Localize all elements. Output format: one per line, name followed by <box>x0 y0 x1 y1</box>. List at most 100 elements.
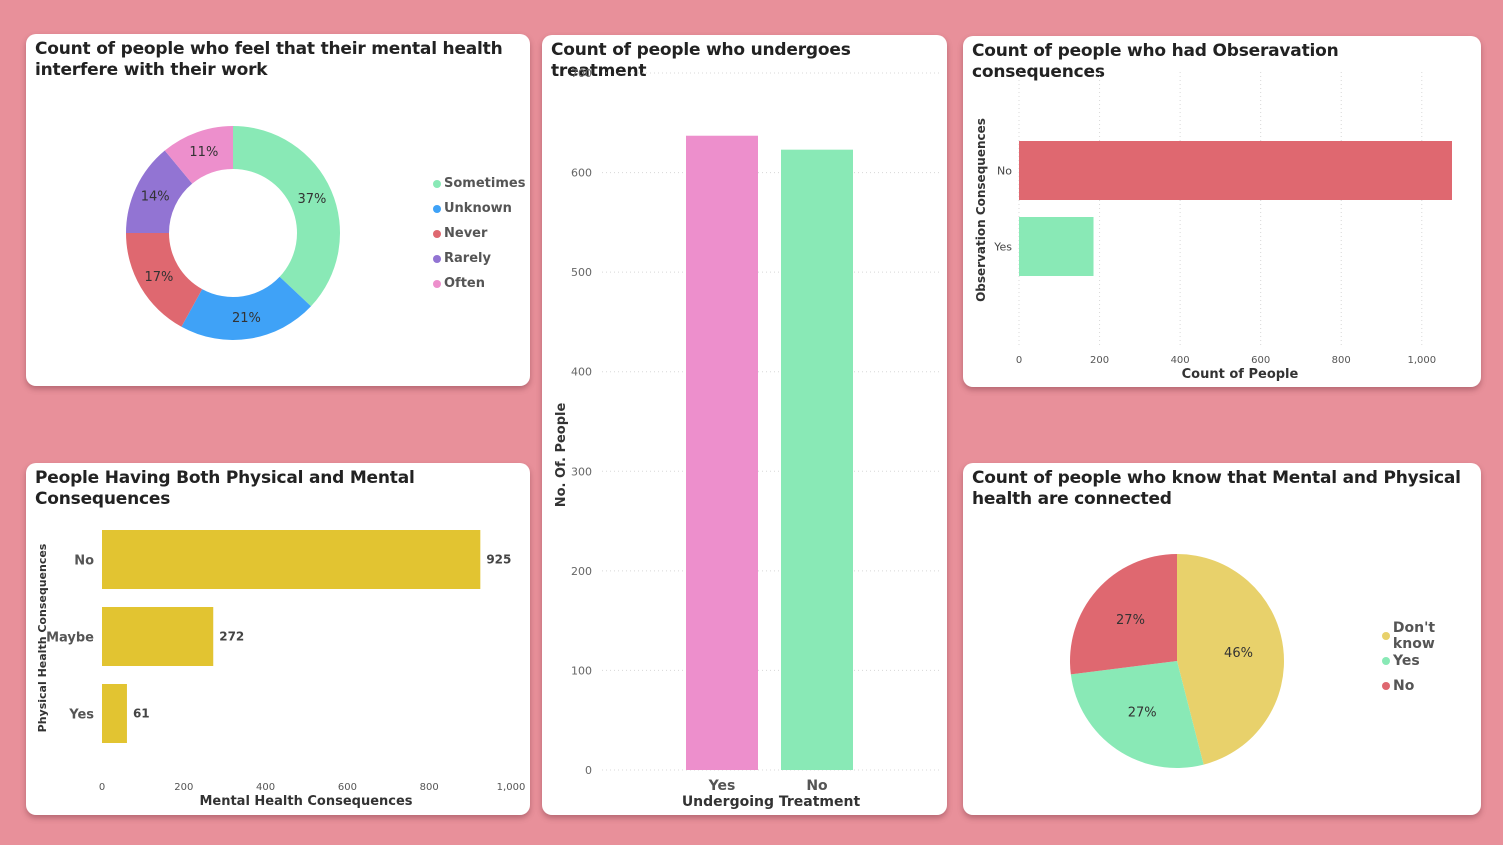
data-label: 925 <box>486 553 511 567</box>
bar <box>781 149 853 771</box>
legend-swatch <box>433 179 441 188</box>
chart-title: Count of people who feel that their ment… <box>35 39 503 80</box>
x-tick-label: No <box>806 778 828 794</box>
slice-label: 17% <box>145 270 174 285</box>
bar <box>686 135 758 771</box>
legend-swatch <box>433 279 441 288</box>
x-tick-label: 200 <box>1090 355 1109 366</box>
chart-title: Count of people who undergoes treatment <box>551 40 851 81</box>
y-tick-label: No <box>74 554 94 569</box>
legend-item: Often <box>433 271 525 296</box>
x-tick-label: 400 <box>1171 355 1190 366</box>
bar <box>102 607 214 666</box>
y-axis-label: No. Of. People <box>554 403 569 508</box>
y-tick-label: 600 <box>571 167 592 180</box>
legend-item: Sometimes <box>433 171 525 196</box>
slice-label: 27% <box>1128 705 1157 720</box>
y-tick-label: 200 <box>571 565 592 578</box>
x-axis-label: Undergoing Treatment <box>682 794 861 810</box>
observation-bar-chart: 0 200 400 600 800 1,000 No Yes Count of People Ob… <box>974 72 1452 382</box>
data-label: 61 <box>133 707 150 721</box>
chart-title: People Having Both Physical and Mental C… <box>35 468 415 509</box>
donut-legend: Sometimes Unknown Never Rarely Often <box>433 171 525 296</box>
slice-label: 14% <box>141 189 170 204</box>
y-tick-label: 0 <box>585 764 592 777</box>
slice-label: 37% <box>297 192 326 207</box>
x-tick-label: 0 <box>1016 355 1022 366</box>
y-tick-label: No <box>997 165 1012 178</box>
pie-slice <box>1070 661 1204 768</box>
legend-label: Never <box>444 226 488 241</box>
chart-title: Count of people who had Obseravation con… <box>972 41 1339 82</box>
legend-label: Rarely <box>444 251 491 266</box>
legend-item: Unknown <box>433 196 525 221</box>
y-tick-label: Yes <box>68 708 94 723</box>
legend-item: No <box>1382 673 1481 698</box>
pie-slice <box>126 150 193 233</box>
bar <box>102 684 127 743</box>
y-tick-label: 400 <box>571 366 592 379</box>
pie-slice <box>181 276 311 340</box>
chart-title: Count of people who know that Mental and… <box>972 468 1461 509</box>
y-tick-label: Yes <box>993 241 1012 254</box>
legend-swatch <box>433 254 441 263</box>
legend-item: Don't know <box>1382 620 1481 652</box>
legend-item: Never <box>433 221 525 246</box>
card-connected: Count of people who know that Mental and… <box>963 463 1481 815</box>
x-axis-label: Mental Health Consequences <box>199 794 412 809</box>
slice-label: 27% <box>1116 613 1145 628</box>
x-tick-label: 1,000 <box>497 782 526 793</box>
y-tick-label: 700 <box>571 67 592 80</box>
card-mental-interfere: Count of people who feel that their ment… <box>26 34 530 386</box>
legend-label: Yes <box>1393 652 1420 669</box>
pie-slice <box>1070 554 1177 675</box>
x-axis-label: Count of People <box>1182 367 1299 382</box>
y-tick-label: Maybe <box>46 631 94 646</box>
pie-slice <box>164 126 233 184</box>
x-tick-label: 400 <box>256 782 275 793</box>
y-tick-label: 500 <box>571 266 592 279</box>
pie-legend: Don't know Yes No <box>1382 620 1481 698</box>
legend-label: Don't know <box>1392 619 1436 652</box>
x-tick-label: 800 <box>420 782 439 793</box>
x-tick-label: 600 <box>338 782 357 793</box>
legend-label: No <box>1393 677 1415 694</box>
slice-label: 11% <box>189 145 218 160</box>
connected-pie-chart: 46% 27% 27% <box>1070 554 1284 768</box>
legend-swatch <box>1382 681 1390 690</box>
pie-slice <box>233 126 340 307</box>
x-tick-label: 0 <box>99 782 105 793</box>
card-treatment: Count of people who undergoes treatment … <box>542 35 947 815</box>
physical-bar-chart: 0 200 400 600 800 1,000 No 925 Maybe 272 Yes 61 Ment… <box>36 530 526 809</box>
legend-label: Often <box>444 276 485 291</box>
legend-swatch <box>1382 656 1390 665</box>
pie-slice <box>1177 554 1284 765</box>
slice-label: 21% <box>232 311 261 326</box>
legend-swatch <box>433 229 441 238</box>
y-tick-label: 300 <box>571 465 592 478</box>
legend-swatch <box>1382 631 1390 640</box>
y-tick-label: 100 <box>571 664 592 677</box>
bar <box>1019 217 1094 276</box>
x-tick-label: Yes <box>708 778 736 794</box>
x-tick-label: 600 <box>1251 355 1270 366</box>
x-tick-label: 1,000 <box>1407 355 1436 366</box>
bar <box>1019 141 1452 200</box>
card-observation: Count of people who had Obseravation con… <box>963 36 1481 387</box>
slice-label: 46% <box>1224 646 1253 661</box>
legend-label: Sometimes <box>444 176 526 191</box>
y-axis-label: Physical Health Consequences <box>36 543 49 732</box>
legend-item: Rarely <box>433 246 525 271</box>
data-label: 272 <box>219 630 244 644</box>
pie-slice <box>126 233 203 327</box>
x-tick-label: 200 <box>174 782 193 793</box>
legend-item: Yes <box>1382 648 1481 673</box>
legend-swatch <box>433 204 441 213</box>
legend-label: Unknown <box>444 201 512 216</box>
card-physical: People Having Both Physical and Mental C… <box>26 463 530 815</box>
donut-chart: 37% 21% 17% 14% 11% <box>126 126 340 340</box>
bar <box>102 530 481 589</box>
x-tick-label: 800 <box>1332 355 1351 366</box>
y-axis-label: Observation Consequences <box>974 118 988 302</box>
